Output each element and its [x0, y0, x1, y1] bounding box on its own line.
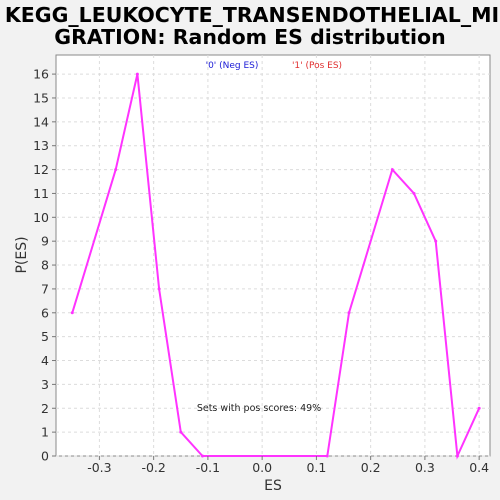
- y-tick-label: 6: [41, 305, 49, 320]
- data-point: [434, 239, 438, 243]
- y-axis-label: P(ES): [14, 236, 30, 273]
- data-point: [477, 406, 481, 410]
- data-point: [135, 72, 139, 76]
- y-tick-label: 9: [41, 234, 49, 249]
- data-point: [455, 454, 459, 458]
- data-point: [325, 454, 329, 458]
- x-tick-label: 0.3: [415, 460, 435, 475]
- legend-neg: '0' (Neg ES): [206, 61, 259, 71]
- series-layer: [70, 72, 481, 460]
- x-tick-label: 0.1: [306, 460, 326, 475]
- y-tick-label: 0: [41, 449, 49, 464]
- data-point: [347, 311, 351, 315]
- y-tick-label: 5: [41, 329, 49, 344]
- x-tick-label: -0.1: [196, 460, 220, 475]
- data-point: [70, 311, 74, 315]
- data-point: [157, 287, 161, 291]
- y-tick-label: 8: [41, 258, 49, 273]
- y-tick-label: 15: [33, 90, 49, 105]
- x-axis-label: ES: [264, 478, 282, 494]
- data-point: [200, 454, 204, 458]
- pos-score-annotation: Sets with pos scores: 49%: [197, 403, 321, 414]
- x-tick-label: -0.3: [87, 460, 111, 475]
- data-point: [114, 168, 118, 172]
- x-tick-label: 0.4: [469, 460, 489, 475]
- x-tick-label: 0.2: [361, 460, 381, 475]
- legend-pos: '1' (Pos ES): [292, 61, 342, 71]
- data-point: [390, 168, 394, 172]
- y-tick-label: 10: [33, 210, 49, 225]
- y-tick-label: 4: [41, 353, 49, 368]
- y-tick-label: 2: [41, 401, 49, 416]
- x-tick-label: 0.0: [252, 460, 272, 475]
- y-tick-label: 12: [33, 162, 49, 177]
- y-tick-label: 16: [33, 67, 49, 82]
- data-point: [412, 191, 416, 195]
- grid: [56, 55, 490, 457]
- y-tick-label: 7: [41, 281, 49, 296]
- x-ticks: -0.3 -0.2 -0.1 0.0 0.1 0.2 0.3 0.4: [87, 456, 489, 475]
- y-tick-label: 3: [41, 377, 49, 392]
- data-point: [179, 430, 183, 434]
- y-tick-label: 14: [33, 114, 49, 129]
- chart-title-line-2: GRATION: Random ES distribution: [54, 25, 445, 49]
- chart-title-line-1: KEGG_LEUKOCYTE_TRANSENDOTHELIAL_MI: [5, 3, 499, 27]
- y-tick-label: 1: [41, 425, 49, 440]
- x-tick-label: -0.2: [141, 460, 165, 475]
- y-tick-label: 11: [33, 186, 49, 201]
- y-tick-label: 13: [33, 138, 49, 153]
